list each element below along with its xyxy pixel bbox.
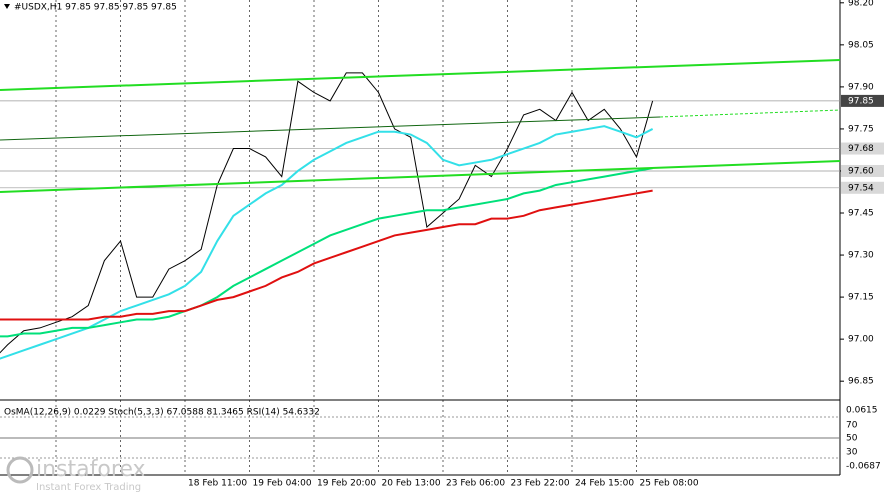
price-box — [841, 181, 884, 194]
x-tick-label: 23 Feb 22:00 — [511, 479, 570, 489]
logo-name: instaforex — [36, 457, 146, 482]
price-label: 97.85 — [848, 96, 874, 106]
indicator-label: OsMA(12,26,9) 0.0229 Stoch(5,3,3) 67.058… — [4, 408, 320, 418]
series-line — [0, 167, 653, 338]
trend-line — [0, 59, 841, 91]
series-line — [0, 189, 653, 321]
indicator-scale-label: 0.0615 — [846, 406, 878, 416]
y-tick-label: 97.00 — [848, 335, 874, 345]
x-tick-label: 24 Feb 15:00 — [575, 479, 634, 489]
x-tick-label: 19 Feb 04:00 — [253, 479, 312, 489]
y-tick-label: 97.45 — [848, 209, 874, 219]
price-label: 97.54 — [848, 183, 874, 193]
price-box — [841, 94, 884, 107]
price-label: 97.68 — [848, 144, 874, 154]
series-line — [0, 72, 654, 354]
price-box — [841, 142, 884, 155]
indicator-scale-label: 70 — [846, 421, 858, 431]
y-tick-label: 96.85 — [848, 377, 874, 387]
y-tick-label: 97.30 — [848, 251, 874, 261]
x-tick-label: 19 Feb 20:00 — [317, 479, 376, 489]
y-tick-label: 98.20 — [848, 0, 874, 8]
price-label: 97.60 — [848, 166, 874, 176]
y-tick-label: 97.90 — [848, 82, 874, 92]
indicator-scale-label: 50 — [846, 434, 858, 444]
trend-line — [0, 116, 661, 141]
logo-icon — [6, 456, 34, 484]
trend-line — [0, 160, 841, 193]
menu-arrow[interactable] — [4, 4, 10, 9]
y-tick-label: 97.15 — [848, 293, 874, 303]
x-tick-label: 20 Feb 13:00 — [382, 479, 441, 489]
logo-tagline: Instant Forex Trading — [36, 482, 141, 493]
price-box — [841, 164, 884, 177]
logo: instaforex Instant Forex Trading — [6, 456, 146, 493]
x-tick-label: 18 Feb 11:00 — [188, 479, 247, 489]
series-line — [0, 125, 654, 360]
y-tick-label: 98.05 — [848, 40, 874, 50]
indicator-scale-label: 30 — [846, 448, 858, 458]
indicator-scale-label: -0.0687 — [846, 462, 881, 472]
x-tick-label: 25 Feb 08:00 — [640, 479, 699, 489]
symbol-header: #USDX,H1 97.85 97.85 97.85 97.85 — [14, 3, 177, 13]
y-tick-label: 97.75 — [848, 124, 874, 134]
x-tick-label: 23 Feb 06:00 — [446, 479, 505, 489]
trend-line — [659, 109, 841, 118]
